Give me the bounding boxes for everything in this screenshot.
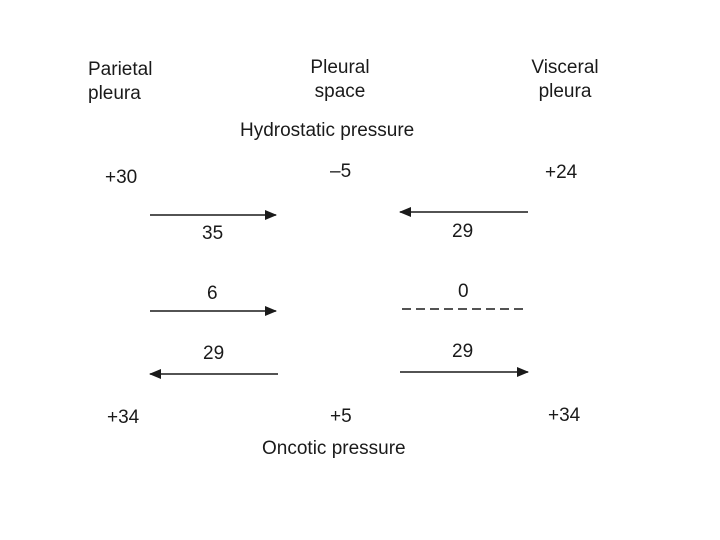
parietal-pleura-header: Parietal pleura <box>88 59 153 104</box>
oncotic-left-gradient: 29 <box>203 343 225 364</box>
visceral-pleura-header: Visceral pleura <box>531 57 599 102</box>
net-left-gradient: 6 <box>207 283 218 304</box>
parietal-hydrostatic-value: +30 <box>105 167 138 188</box>
net-right-gradient: 0 <box>458 281 469 302</box>
oncotic-pressure-label: Oncotic pressure <box>262 438 406 459</box>
pleural-space-header: Pleural space <box>310 57 370 102</box>
pleural-hydrostatic-value: –5 <box>330 161 352 182</box>
hydrostatic-left-gradient: 35 <box>202 223 224 244</box>
hydrostatic-right-gradient: 29 <box>452 221 474 242</box>
oncotic-right-gradient: 29 <box>452 341 474 362</box>
hydrostatic-pressure-label: Hydrostatic pressure <box>240 120 415 141</box>
parietal-oncotic-value: +34 <box>107 407 140 428</box>
pleural-oncotic-value: +5 <box>330 406 352 427</box>
visceral-oncotic-value: +34 <box>548 405 581 426</box>
visceral-hydrostatic-value: +24 <box>545 162 578 183</box>
